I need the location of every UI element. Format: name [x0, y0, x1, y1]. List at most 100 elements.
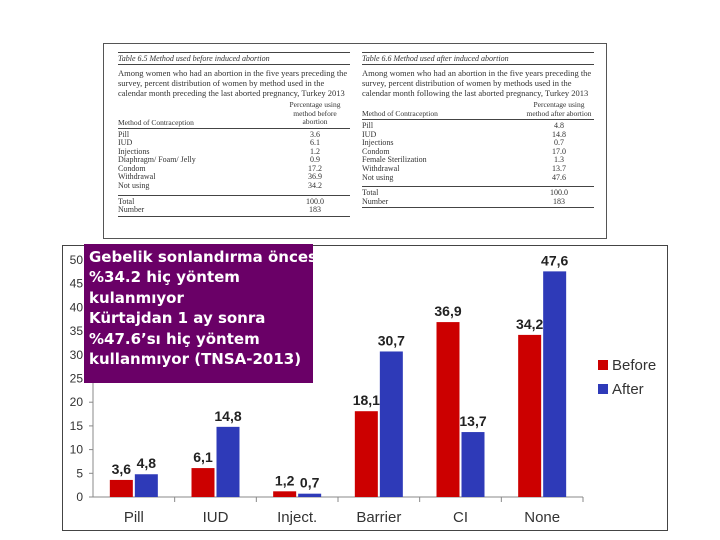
row-method: IUD [362, 129, 377, 139]
table-header: Method of Contraception Percentage using… [118, 100, 350, 129]
table-row: Injections 1.2 [118, 147, 350, 157]
row-value: 47.6 [552, 172, 566, 182]
data-label: 3,6 [112, 461, 132, 477]
data-label: 4,8 [137, 455, 157, 471]
table-row: Not using 47.6 [362, 172, 594, 183]
number-value: 183 [553, 196, 565, 206]
y-tick-label: 10 [70, 443, 84, 457]
row-method: Not using [362, 172, 394, 182]
row-value: 34.2 [308, 181, 322, 191]
data-label: 18,1 [353, 392, 380, 408]
table-row: Condom 17.2 [118, 163, 350, 174]
y-tick-label: 20 [70, 395, 84, 409]
bar-before [354, 411, 378, 497]
table-row-number: Number 183 [362, 196, 594, 207]
total-value: 100.0 [550, 188, 568, 198]
x-tick-label: Inject. [277, 509, 317, 526]
table-rows: Pill 4.8 IUD 14.8 Injections 0.7 Condom 17.0… [362, 120, 594, 188]
x-tick-label: None [524, 509, 560, 526]
column-method: Method of Contraception [118, 117, 194, 127]
callout-line: Gebelik sonlandırma öncesi [89, 248, 323, 266]
row-method: Withdrawal [118, 172, 156, 182]
column-value: Percentage using method before abortion [289, 100, 341, 126]
chart-frame: 0 5 10 15 20 25 30 35 40 45 50 Pill 3,6 4,8 IUD 6,1 14,8… [62, 245, 668, 531]
y-tick-label: 5 [76, 466, 83, 480]
table-header: Method of Contraception Percentage using… [362, 100, 594, 120]
callout-line: kulanmıyor [89, 288, 184, 307]
table-totals: Total 100.0 Number 183 [362, 187, 594, 209]
total-label: Total [118, 196, 135, 206]
y-tick-label: 35 [70, 324, 84, 338]
summary-callout: Gebelik sonlandırma öncesi %34.2 hiç yön… [84, 244, 323, 383]
data-label: 6,1 [193, 449, 213, 465]
data-label: 1,2 [275, 472, 295, 488]
bar-after [543, 271, 567, 497]
data-label: 36,9 [434, 303, 461, 319]
bar-before [518, 334, 542, 497]
table-rows: Pill 3.6 IUD 6.1 Injections 1.2 Diaphragm/ … [118, 129, 350, 196]
y-tick-label: 50 [70, 253, 84, 267]
bar-before [191, 468, 215, 497]
x-tick-label: Pill [124, 509, 144, 526]
y-tick-label: 45 [70, 277, 84, 291]
row-value: 17.0 [552, 146, 566, 156]
row-value: 0.7 [554, 138, 564, 148]
row-method: Not using [118, 181, 150, 191]
column-method: Method of Contraception [362, 109, 438, 118]
data-label: 14,8 [214, 408, 241, 424]
row-value: 36.9 [308, 172, 322, 182]
bar-after [379, 351, 403, 497]
table-row: Withdrawal 13.7 [362, 163, 594, 174]
bar-after [461, 432, 485, 497]
row-value: 17.2 [308, 163, 322, 173]
column-value: Percentage using method after abortion [526, 100, 592, 118]
table-row: Not using 34.2 [118, 181, 350, 191]
number-label: Number [362, 196, 389, 206]
row-method: IUD [118, 138, 133, 148]
callout-line: Kürtajdan 1 ay sonra [89, 309, 266, 328]
table-row: Pill 4.8 [362, 121, 594, 131]
data-label: 34,2 [516, 316, 543, 332]
bar-before [436, 322, 460, 497]
table-totals: Total 100.0 Number 183 [118, 196, 350, 217]
legend-swatch-after [598, 384, 608, 394]
total-value: 100.0 [306, 196, 324, 206]
x-tick-label: IUD [203, 509, 229, 526]
row-method: Condom [362, 146, 390, 156]
bar-after [216, 426, 240, 497]
table-row: IUD 6.1 [118, 138, 350, 148]
table-row-number: Number 183 [118, 206, 350, 215]
row-method: Pill [362, 121, 374, 130]
table-after-abortion: Table 6.6 Method used after induced abor… [362, 52, 594, 209]
row-method: Diaphragm/ Foam/ Jelly [118, 155, 196, 165]
row-value: 13.7 [552, 163, 566, 173]
row-value: 0.9 [310, 155, 320, 165]
data-label: 13,7 [459, 413, 486, 429]
x-tick-label: Barrier [356, 509, 401, 526]
row-value: 1.3 [554, 155, 564, 165]
y-tick-label: 30 [70, 348, 84, 362]
source-tables-image: Table 6.5 Method used before induced abo… [103, 43, 607, 239]
callout-line: %47.6’sı hiç yöntem [89, 329, 260, 348]
table-row: Condom 17.0 [362, 146, 594, 157]
table-row: Withdrawal 36.9 [118, 173, 350, 182]
y-tick-label: 25 [70, 372, 84, 386]
data-label: 47,6 [541, 252, 568, 268]
data-label: 30,7 [378, 332, 405, 348]
table-row: Diaphragm/ Foam/ Jelly 0.9 [118, 156, 350, 165]
callout-line: kullanmıyor (TNSA-2013) [89, 350, 302, 369]
bar-after [134, 474, 158, 497]
table-row: Injections 0.7 [362, 139, 594, 148]
total-label: Total [362, 188, 379, 198]
row-value: 6.1 [310, 138, 320, 148]
row-method: Pill [118, 129, 130, 139]
row-method: Injections [362, 138, 394, 148]
number-value: 183 [309, 205, 321, 215]
row-value: 14.8 [552, 129, 566, 139]
table-caption: Among women who had an abortion in the f… [362, 68, 592, 98]
table-caption: Among women who had an abortion in the f… [118, 68, 348, 98]
bar-before [273, 491, 297, 497]
bar-before [109, 479, 133, 497]
table-row: IUD 14.8 [362, 129, 594, 140]
table-row-total: Total 100.0 [362, 189, 594, 198]
